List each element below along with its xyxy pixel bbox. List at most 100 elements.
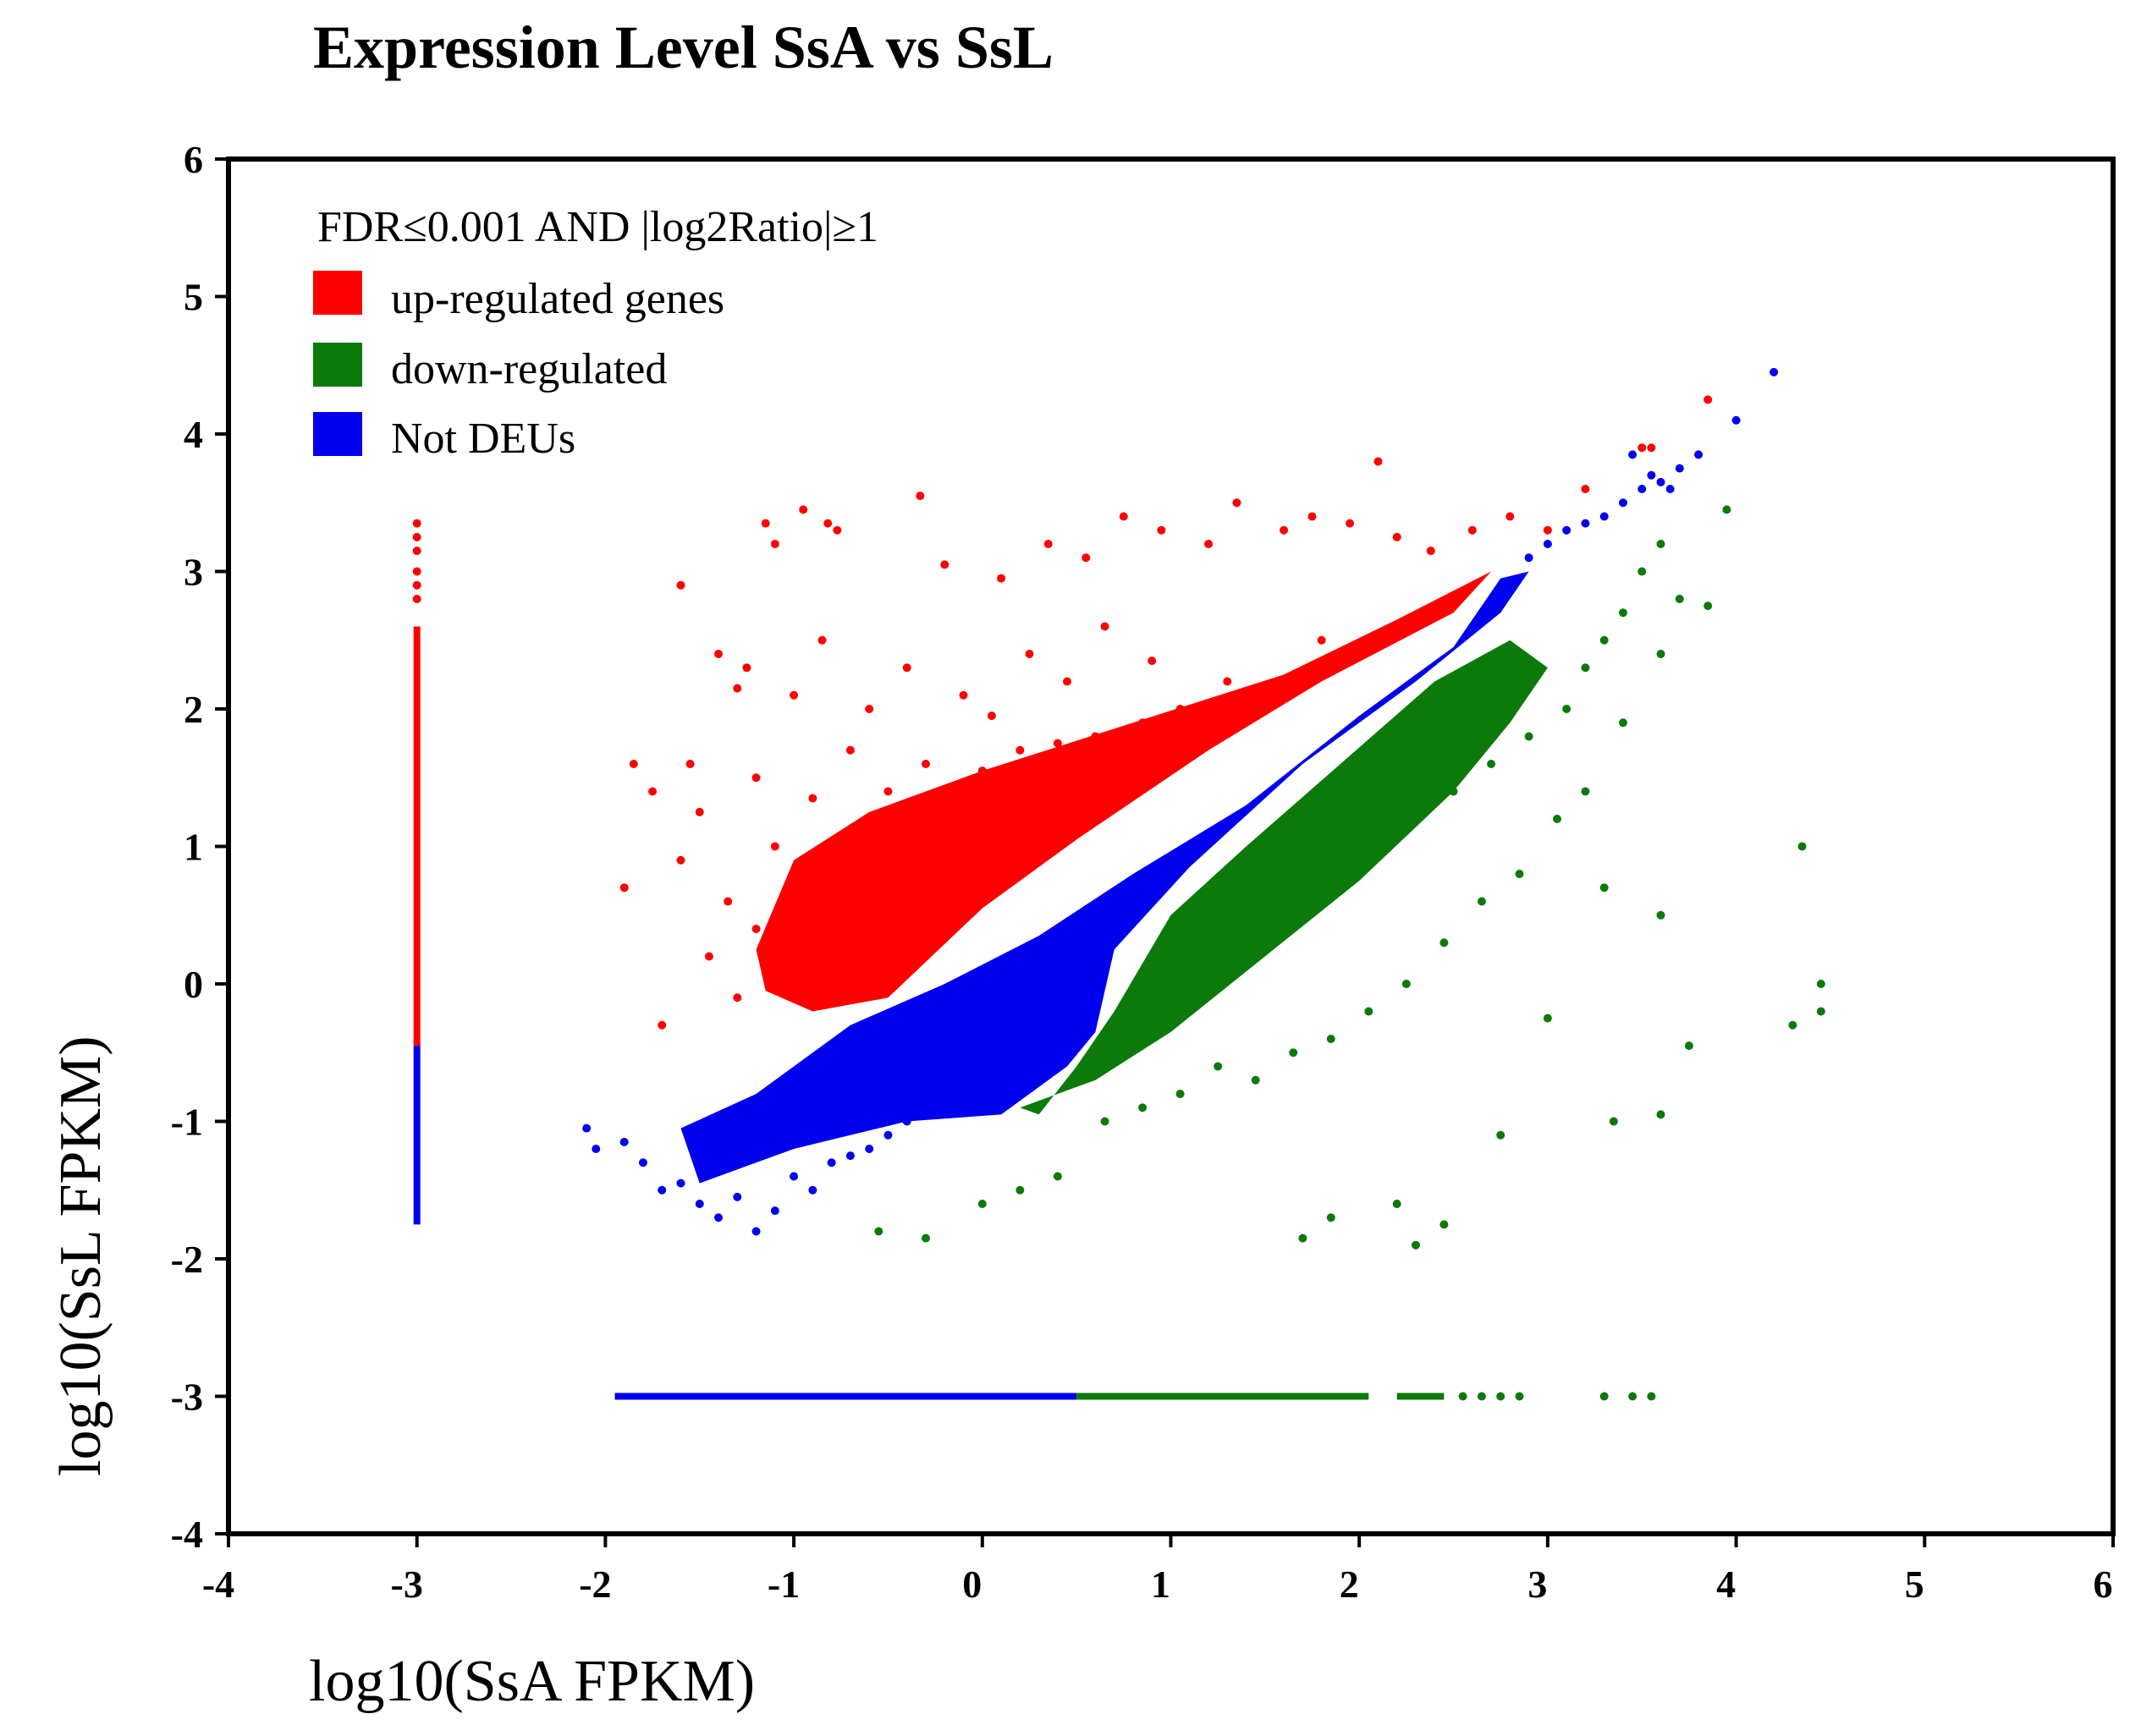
x-rug-point [1496, 1392, 1505, 1401]
data-point [931, 842, 940, 851]
data-point [845, 745, 855, 755]
data-point [1412, 815, 1421, 823]
data-point [1260, 690, 1269, 700]
data-point [1599, 883, 1609, 893]
y-tick-label: -2 [171, 1238, 203, 1281]
data-point [1684, 1041, 1693, 1051]
data-point [940, 560, 949, 569]
y-rug-point [412, 532, 421, 541]
data-point [1562, 705, 1571, 713]
data-point [823, 519, 833, 528]
data-point [799, 505, 808, 514]
data-point [1392, 532, 1401, 541]
data-point [1656, 1110, 1665, 1119]
data-point [695, 1200, 704, 1208]
data-point [714, 1213, 724, 1222]
data-point [874, 1227, 883, 1236]
legend-swatch-not [313, 412, 362, 456]
y-rug-point [412, 580, 421, 590]
data-point [1015, 745, 1025, 755]
data-point [1543, 1014, 1552, 1023]
data-point [1618, 718, 1627, 728]
data-point [1175, 1090, 1185, 1098]
x-rug-point [1515, 1392, 1524, 1401]
y-tick-label: 1 [184, 826, 203, 869]
data-point [1703, 602, 1713, 611]
data-point [1647, 443, 1656, 453]
data-point [1637, 485, 1647, 493]
data-point [1675, 595, 1684, 603]
data-point [1524, 553, 1533, 563]
x-rug-point [1599, 1392, 1609, 1401]
data-point [865, 705, 874, 713]
data-point [638, 1158, 647, 1167]
data-point [1204, 540, 1214, 548]
data-point [733, 993, 742, 1003]
data-point [1599, 635, 1609, 645]
data-point [1647, 470, 1656, 480]
data-point [1015, 1185, 1025, 1195]
data-point [959, 690, 968, 700]
x-rug-point [1458, 1392, 1467, 1401]
y-tick-label: -3 [171, 1376, 203, 1419]
data-point [1063, 677, 1072, 686]
data-point [1326, 1213, 1335, 1222]
data-point [1053, 1172, 1062, 1181]
y-tick-label: -4 [171, 1513, 203, 1556]
data-point [1025, 650, 1034, 658]
data-point [1175, 705, 1185, 713]
data-point [1043, 540, 1053, 548]
data-point [1609, 1117, 1618, 1126]
data-point [1138, 718, 1148, 728]
data-point [658, 1185, 667, 1195]
data-point [1581, 519, 1590, 528]
x-tick-label: -4 [202, 1563, 234, 1606]
data-point [977, 766, 987, 776]
data-point [1298, 677, 1307, 686]
data-point [1656, 910, 1665, 920]
data-point [1628, 450, 1637, 459]
data-point [1223, 677, 1232, 686]
data-point [1260, 931, 1269, 941]
data-point [1816, 1007, 1825, 1016]
x-tick-label: 3 [1527, 1563, 1547, 1606]
y-tick-label: -1 [171, 1101, 203, 1144]
chart-title: Expression Level SsA vs SsL [313, 14, 1054, 81]
data-point [1449, 787, 1458, 796]
rug-lines [412, 519, 1656, 1401]
legend-label-not: Not DEUs [391, 415, 575, 463]
x-rug-point [1647, 1392, 1656, 1401]
data-point [1157, 525, 1166, 535]
x-tick-label: 1 [1151, 1563, 1170, 1606]
data-point [1100, 1117, 1109, 1126]
data-point [1665, 485, 1675, 493]
data-point [751, 773, 761, 783]
data-point [1317, 635, 1326, 645]
x-tick-label: 5 [1905, 1563, 1924, 1606]
data-point [808, 794, 817, 803]
data-point [619, 883, 629, 893]
data-point [695, 807, 704, 816]
data-point [1346, 519, 1355, 528]
data-point [1637, 567, 1647, 576]
data-point [1251, 1075, 1260, 1085]
data-point [883, 1130, 893, 1140]
data-point [1618, 608, 1627, 618]
data-point [790, 690, 799, 700]
y-axis-label: log10(SsL FPKM) [48, 1036, 113, 1476]
data-point [1053, 739, 1062, 748]
data-point [865, 1145, 874, 1153]
x-tick-label: 6 [2094, 1563, 2113, 1606]
data-point [1232, 498, 1241, 508]
data-point [902, 663, 911, 673]
data-point [1581, 787, 1590, 796]
data-point [1148, 1007, 1157, 1016]
x-tick-label: 4 [1716, 1563, 1736, 1606]
data-point [1722, 505, 1731, 514]
data-point [1439, 1220, 1449, 1229]
data-point [1505, 512, 1515, 521]
data-point [1656, 650, 1665, 658]
y-axis-ticks: -4 -3 -2 -1 0 1 2 3 4 5 6 [171, 138, 228, 1556]
y-tick-label: 3 [184, 551, 203, 594]
data-point [1091, 732, 1100, 741]
